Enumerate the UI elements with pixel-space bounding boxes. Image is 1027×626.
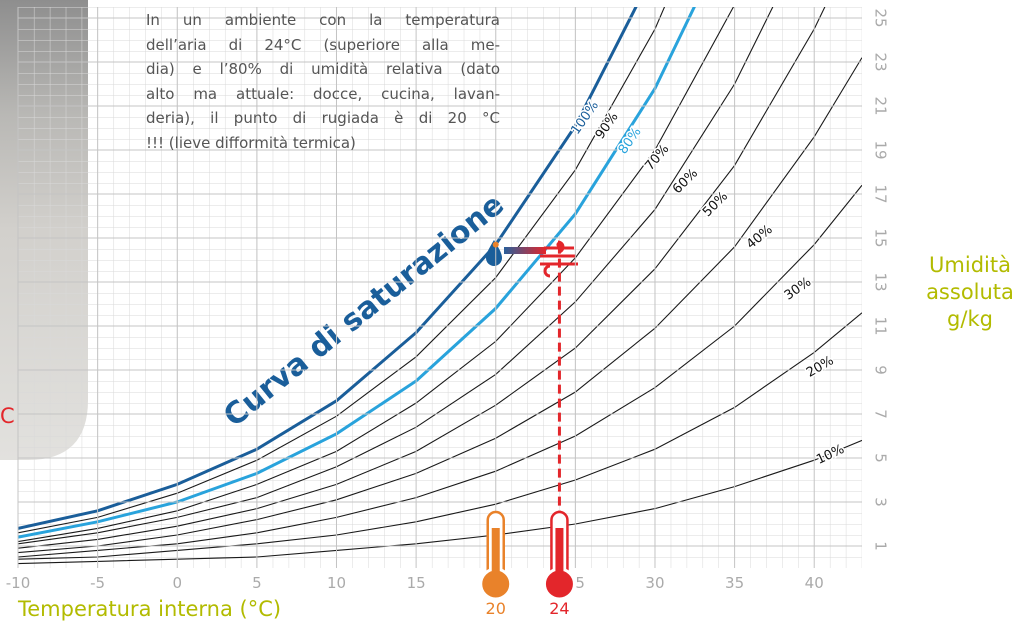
x-tick-label: -10 xyxy=(6,574,31,592)
annotation-line: deria), il punto di rugiada è di 20 °C xyxy=(146,109,500,127)
y-tick-label: 17 xyxy=(872,184,890,203)
y-tick-label: 7 xyxy=(872,409,890,419)
state-point xyxy=(492,241,499,248)
x-tick-label: 35 xyxy=(725,574,744,592)
annotation-line: dia) e l’80% di umidità relativa (dato xyxy=(146,60,500,78)
y-label-line: assoluta xyxy=(926,280,1014,304)
annotation-line: alto ma attuale: docce, cucina, lavan- xyxy=(146,84,500,103)
rh-curve xyxy=(18,7,696,539)
x-tick-label: 15 xyxy=(407,574,426,592)
x-tick-label: -5 xyxy=(90,574,105,592)
x-tick-label: 0 xyxy=(172,574,182,592)
minor-grid xyxy=(18,7,862,568)
y-tick-label: 13 xyxy=(872,272,890,291)
rh-curve xyxy=(18,7,735,543)
y-tick-label: 5 xyxy=(872,453,890,463)
rh-curve xyxy=(18,7,638,530)
y-tick-label: 23 xyxy=(872,52,890,71)
rh-curve xyxy=(18,439,862,565)
y-tick-label: 9 xyxy=(872,365,890,375)
x-axis-label: Temperatura interna (°C) xyxy=(17,597,281,621)
plot-area xyxy=(18,7,862,565)
rh-curve xyxy=(18,7,826,549)
y-tick-label: 19 xyxy=(872,140,890,159)
x-tick-label: 5 xyxy=(252,574,262,592)
y-tick-label: 25 xyxy=(872,8,890,27)
x-tick-label: 40 xyxy=(805,574,824,592)
y-axis-label: Umidità assoluta g/kg xyxy=(910,252,1027,333)
x-tick-label: 10 xyxy=(327,574,346,592)
rh-curve xyxy=(18,7,666,534)
drop-icon xyxy=(486,240,502,266)
marker-label: 20 xyxy=(486,599,506,618)
y-tick-label: 11 xyxy=(872,316,890,335)
x-tick-label: 30 xyxy=(645,574,664,592)
y-tick-label: 1 xyxy=(872,541,890,551)
y-label-line: Umidità xyxy=(929,253,1011,277)
annotation-line: !!! (lieve difformità termica) xyxy=(146,133,356,152)
rh-curve xyxy=(18,312,862,560)
y-label-line: g/kg xyxy=(947,307,993,331)
y-tick-label: 3 xyxy=(872,497,890,507)
rh-curve xyxy=(18,57,862,554)
photo-text: C xyxy=(0,404,15,428)
thermometer-fill xyxy=(491,528,500,580)
annotation: In un ambiente con la temperatura dell’ar… xyxy=(146,8,500,155)
y-tick-label: 21 xyxy=(872,96,890,115)
y-tick-label: 15 xyxy=(872,228,890,247)
thermometer-fill xyxy=(555,528,564,580)
marker-label: 24 xyxy=(549,599,569,618)
rh-curve xyxy=(18,184,862,558)
state-point xyxy=(556,241,563,248)
rh-curve xyxy=(18,7,774,545)
annotation-line: dell’aria di 24°C (superiore alla me- xyxy=(146,35,500,54)
annotation-line: In un ambiente con la temperatura xyxy=(146,11,500,29)
arrow xyxy=(504,247,546,254)
